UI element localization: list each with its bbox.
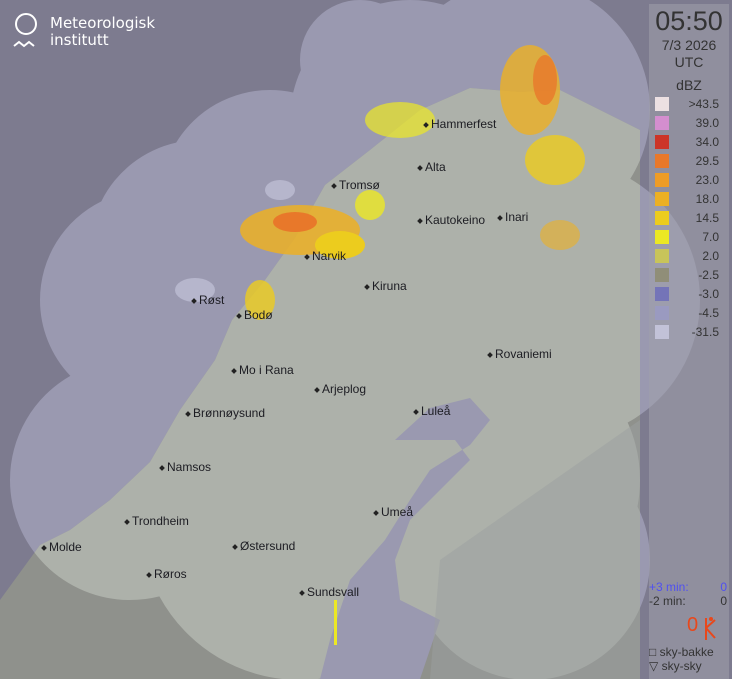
legend-item: -3.0 (655, 284, 729, 303)
legend-label: 29.5 (695, 153, 719, 168)
legend-label: -4.5 (698, 305, 719, 320)
legend-swatch (655, 210, 669, 225)
legend-swatch (655, 153, 669, 168)
gulf-of-bothnia (320, 398, 490, 679)
legend-swatch (655, 305, 669, 320)
city-label: Arjeplog (315, 382, 366, 396)
timezone-label: UTC (674, 54, 704, 70)
date-label: 7/3 2026 (661, 37, 717, 53)
legend-swatch (655, 324, 669, 339)
sky-sky-label: sky-sky (661, 659, 702, 673)
legend-label: -2.5 (698, 267, 719, 282)
met-logo[interactable]: Meteorologisk institutt (12, 12, 155, 57)
city-label: Røros (147, 567, 187, 581)
legend-item: 34.0 (655, 132, 729, 151)
legend-label: 39.0 (695, 115, 719, 130)
legend-item: -4.5 (655, 303, 729, 322)
lightning-icon (705, 617, 716, 640)
legend-label: 34.0 (695, 134, 719, 149)
city-label: Røst (192, 293, 224, 307)
legend-item: 2.0 (655, 246, 729, 265)
minus-value: 0 (720, 594, 727, 608)
triangle-icon: ▽ (649, 659, 659, 673)
city-label: Kautokeino (418, 213, 485, 227)
city-label: Brønnøysund (186, 406, 265, 420)
lightning-types: □ sky-bakke ▽ sky-sky (649, 645, 714, 673)
legend-swatch (655, 96, 669, 111)
legend-swatch (655, 172, 669, 187)
city-label: Umeå (374, 505, 413, 519)
legend-item: 29.5 (655, 151, 729, 170)
legend-swatch (655, 248, 669, 263)
plus-label: +3 min: (649, 580, 689, 594)
legend-panel: 05:50 7/3 2026 UTC dBZ >43.5 39.0 34.0 29.5… (649, 4, 729, 679)
legend-swatch (655, 286, 669, 301)
legend-item: -2.5 (655, 265, 729, 284)
legend-item: -31.5 (655, 322, 729, 341)
plus-value: 0 (720, 580, 727, 594)
legend-label: 23.0 (695, 172, 719, 187)
legend-label: 18.0 (695, 191, 719, 206)
city-label: Bodø (237, 308, 273, 322)
city-label: Luleå (414, 404, 450, 418)
legend-label: 7.0 (702, 229, 719, 244)
legend-label: 2.0 (702, 248, 719, 263)
lightning-count: 0 (687, 614, 699, 636)
legend-item: 18.0 (655, 189, 729, 208)
legend-swatch (655, 115, 669, 130)
legend-swatch (655, 134, 669, 149)
city-label: Mo i Rana (232, 363, 294, 377)
city-label: Kiruna (365, 279, 407, 293)
city-label: Molde (42, 540, 82, 554)
legend-swatch (655, 191, 669, 206)
city-label: Trondheim (125, 514, 189, 528)
legend-label: 14.5 (695, 210, 719, 225)
city-label: Østersund (233, 539, 295, 553)
legend-items: >43.5 39.0 34.0 29.5 23.0 18.0 14.5 7.0 2.0 -2.5 -… (649, 94, 729, 341)
time-label: 05:50 (655, 6, 723, 36)
legend-item: 14.5 (655, 208, 729, 227)
city-label: Tromsø (332, 178, 380, 192)
legend-swatch (655, 229, 669, 244)
precipitation (175, 45, 585, 645)
square-icon: □ (649, 645, 657, 659)
city-label: Namsos (160, 460, 211, 474)
minus-label: -2 min: (649, 594, 686, 608)
met-logo-icon (13, 13, 37, 48)
legend-label: -3.0 (698, 286, 719, 301)
legend-item: 23.0 (655, 170, 729, 189)
city-label: Hammerfest (424, 117, 496, 131)
logo-line1: Meteorologisk (50, 14, 156, 32)
ocean-far (430, 420, 640, 679)
timing: +3 min: 0 -2 min: 0 (649, 580, 727, 608)
legend-unit: dBZ (676, 77, 702, 93)
city-label: Alta (418, 160, 446, 174)
legend-item: 39.0 (655, 113, 729, 132)
city-label: Rovaniemi (488, 347, 552, 361)
legend-label: >43.5 (688, 96, 719, 111)
logo-line2: institutt (50, 31, 109, 49)
sky-bakke-label: sky-bakke (659, 645, 714, 659)
legend-label: -31.5 (691, 324, 719, 339)
legend-item: >43.5 (655, 94, 729, 113)
city-label: Narvik (305, 249, 346, 263)
city-label: Sundsvall (300, 585, 359, 599)
legend-swatch (655, 267, 669, 282)
legend-item: 7.0 (655, 227, 729, 246)
city-label: Inari (498, 210, 528, 224)
